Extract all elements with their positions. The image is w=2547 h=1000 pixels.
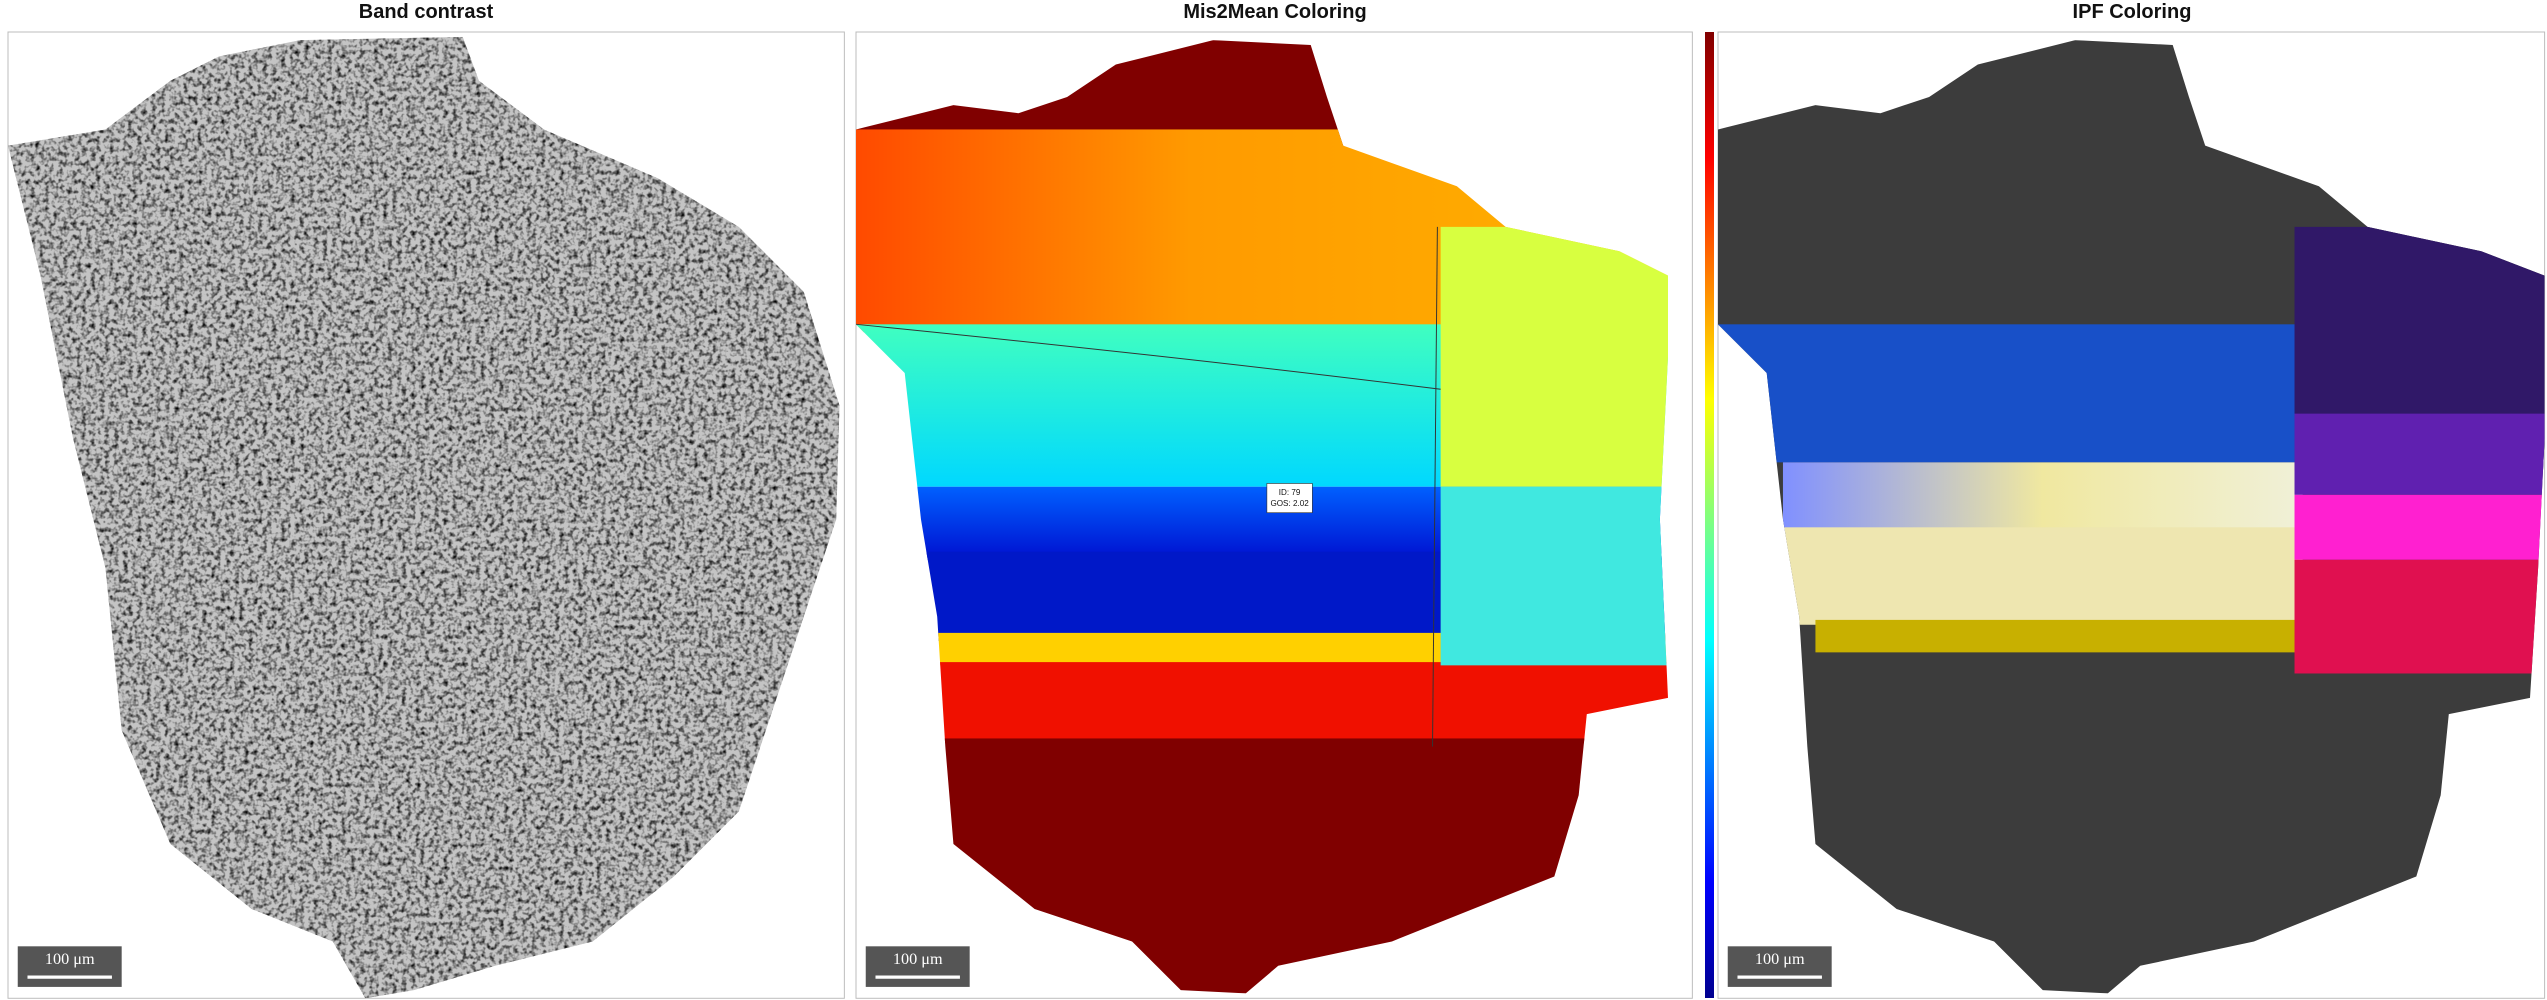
panel-title: Band contrast [359, 1, 494, 23]
band-contrast-map: 100 μm [7, 31, 845, 999]
data-tip: ID: 79 GOS: 2.02 [1266, 483, 1313, 514]
colorbar [1705, 32, 1714, 998]
scale-bar-label: 100 μm [45, 950, 95, 968]
scale-bar: 100 μm [1727, 946, 1832, 987]
panel-title: Mis2Mean Coloring [1183, 1, 1366, 23]
scale-bar: 100 μm [17, 946, 122, 987]
map-region [856, 40, 1669, 994]
data-tip-line: ID: 79 [1279, 488, 1301, 497]
scale-bar-label: 100 μm [893, 950, 943, 968]
scale-bar: 100 μm [865, 946, 970, 987]
mis2mean-map: ID: 79 GOS: 2.02 100 μm [855, 31, 1693, 999]
panel-title: IPF Coloring [2073, 1, 2192, 23]
ipf-map: 100 μm [1717, 31, 2546, 999]
scale-bar-label: 100 μm [1755, 950, 1805, 968]
data-tip-line: GOS: 2.02 [1270, 499, 1309, 508]
